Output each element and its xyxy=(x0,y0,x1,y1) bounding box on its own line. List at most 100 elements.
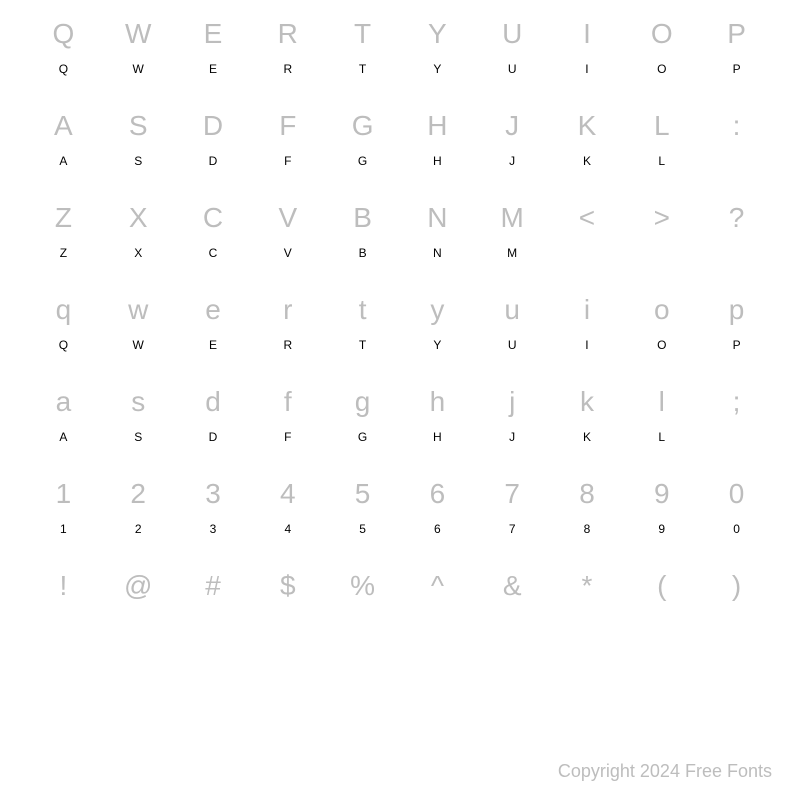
glyph-cell: I xyxy=(550,10,625,58)
glyph-cell: @ xyxy=(101,562,176,610)
glyph-cell: ? xyxy=(699,194,774,242)
glyph-cell: 2 xyxy=(101,470,176,518)
key-cell: C xyxy=(176,244,251,278)
glyph-cell: k xyxy=(550,378,625,426)
glyph-row: A S D F G H J K L : xyxy=(20,102,780,150)
glyph-cell: E xyxy=(176,10,251,58)
key-cell: J xyxy=(475,152,550,186)
glyph-cell: L xyxy=(624,102,699,150)
key-cell xyxy=(699,612,774,646)
key-cell xyxy=(176,612,251,646)
key-cell: R xyxy=(250,60,325,94)
key-cell: I xyxy=(550,336,625,370)
key-cell: M xyxy=(475,244,550,278)
key-cell xyxy=(475,612,550,646)
glyph-cell: F xyxy=(250,102,325,150)
key-cell: F xyxy=(250,428,325,462)
glyph-cell: A xyxy=(26,102,101,150)
key-cell xyxy=(26,612,101,646)
key-cell xyxy=(550,612,625,646)
key-cell: U xyxy=(475,60,550,94)
glyph-cell: a xyxy=(26,378,101,426)
glyph-cell: : xyxy=(699,102,774,150)
key-cell xyxy=(699,152,774,186)
glyph-cell: r xyxy=(250,286,325,334)
glyph-cell: B xyxy=(325,194,400,242)
key-cell: P xyxy=(699,60,774,94)
glyph-cell: e xyxy=(176,286,251,334)
key-cell: P xyxy=(699,336,774,370)
key-cell: X xyxy=(101,244,176,278)
glyph-cell: H xyxy=(400,102,475,150)
key-cell: L xyxy=(624,152,699,186)
row-4: a s d f g h j k l ; A S D F G H J K L xyxy=(20,378,780,462)
glyph-cell: & xyxy=(475,562,550,610)
key-cell: D xyxy=(176,152,251,186)
key-cell: A xyxy=(26,428,101,462)
key-cell: H xyxy=(400,428,475,462)
key-cell xyxy=(250,612,325,646)
key-cell xyxy=(101,612,176,646)
glyph-cell: R xyxy=(250,10,325,58)
glyph-cell: s xyxy=(101,378,176,426)
key-cell: Y xyxy=(400,60,475,94)
key-cell: N xyxy=(400,244,475,278)
font-character-map: Q W E R T Y U I O P Q W E R T Y U I O P … xyxy=(0,0,800,646)
glyph-row: 1 2 3 4 5 6 7 8 9 0 xyxy=(20,470,780,518)
glyph-cell: ^ xyxy=(400,562,475,610)
key-cell: E xyxy=(176,336,251,370)
key-cell: B xyxy=(325,244,400,278)
glyph-cell: 8 xyxy=(550,470,625,518)
key-cell: S xyxy=(101,428,176,462)
glyph-cell: O xyxy=(624,10,699,58)
glyph-row: a s d f g h j k l ; xyxy=(20,378,780,426)
key-cell: W xyxy=(101,336,176,370)
key-cell xyxy=(699,428,774,462)
glyph-cell: 3 xyxy=(176,470,251,518)
glyph-row: q w e r t y u i o p xyxy=(20,286,780,334)
key-cell: I xyxy=(550,60,625,94)
key-cell: 2 xyxy=(101,520,176,554)
key-cell: D xyxy=(176,428,251,462)
glyph-cell: ! xyxy=(26,562,101,610)
glyph-cell: h xyxy=(400,378,475,426)
glyph-cell: ( xyxy=(624,562,699,610)
row-0: Q W E R T Y U I O P Q W E R T Y U I O P xyxy=(20,10,780,94)
key-cell xyxy=(325,612,400,646)
key-cell: T xyxy=(325,60,400,94)
key-cell: A xyxy=(26,152,101,186)
copyright-text: Copyright 2024 Free Fonts xyxy=(558,761,772,782)
glyph-cell: p xyxy=(699,286,774,334)
key-cell: 5 xyxy=(325,520,400,554)
key-row: A S D F G H J K L xyxy=(20,428,780,462)
glyph-cell: Y xyxy=(400,10,475,58)
key-cell: V xyxy=(250,244,325,278)
glyph-cell: N xyxy=(400,194,475,242)
key-cell: L xyxy=(624,428,699,462)
key-cell: 0 xyxy=(699,520,774,554)
key-cell: 3 xyxy=(176,520,251,554)
glyph-cell: 1 xyxy=(26,470,101,518)
key-cell xyxy=(400,612,475,646)
key-cell xyxy=(550,244,625,278)
key-row: A S D F G H J K L xyxy=(20,152,780,186)
glyph-cell: M xyxy=(475,194,550,242)
glyph-cell: y xyxy=(400,286,475,334)
key-row: Q W E R T Y U I O P xyxy=(20,60,780,94)
key-cell: K xyxy=(550,428,625,462)
key-cell: O xyxy=(624,60,699,94)
key-cell xyxy=(624,612,699,646)
key-cell: T xyxy=(325,336,400,370)
glyph-cell: o xyxy=(624,286,699,334)
glyph-cell: 4 xyxy=(250,470,325,518)
glyph-row: Q W E R T Y U I O P xyxy=(20,10,780,58)
key-cell: E xyxy=(176,60,251,94)
glyph-cell: * xyxy=(550,562,625,610)
glyph-cell: % xyxy=(325,562,400,610)
glyph-cell: V xyxy=(250,194,325,242)
row-5: 1 2 3 4 5 6 7 8 9 0 1 2 3 4 5 6 7 8 9 0 xyxy=(20,470,780,554)
key-cell: Q xyxy=(26,60,101,94)
glyph-cell: 7 xyxy=(475,470,550,518)
key-cell: 9 xyxy=(624,520,699,554)
key-cell xyxy=(699,244,774,278)
